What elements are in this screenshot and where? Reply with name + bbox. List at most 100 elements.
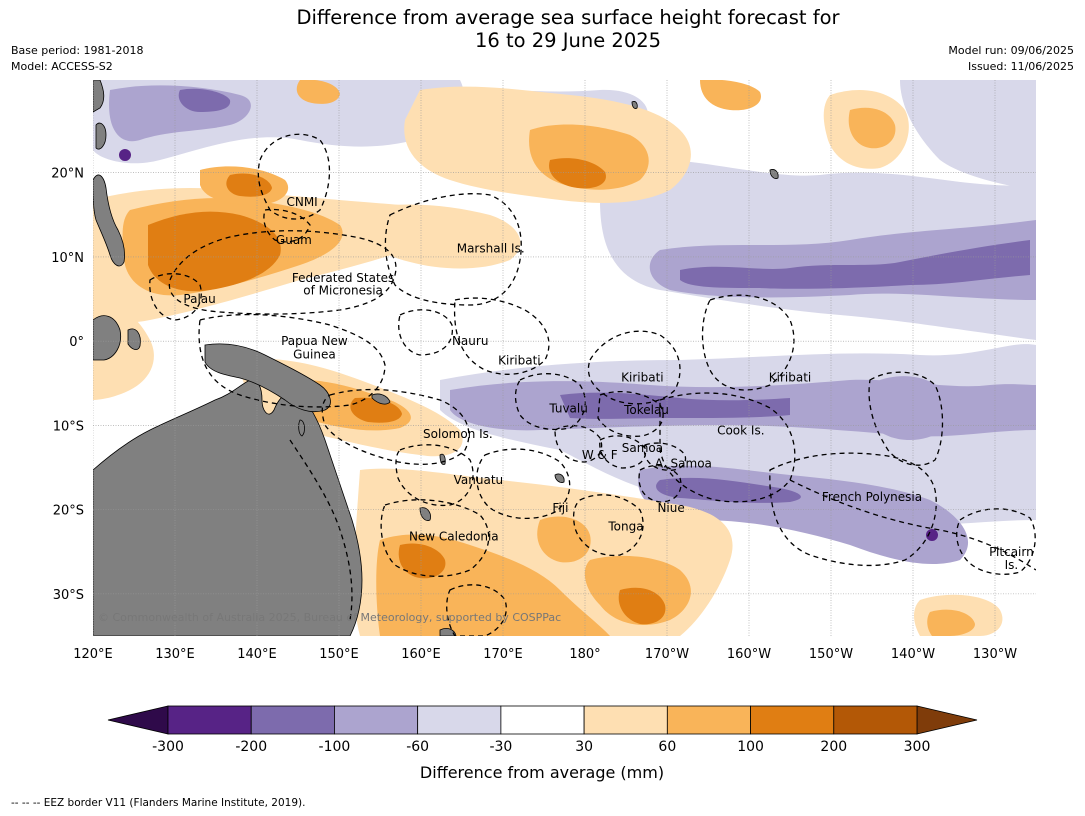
neg-blob-far-east — [864, 376, 953, 440]
colorbar-segment — [750, 705, 835, 735]
place-label: Kiribati — [769, 370, 811, 384]
eez-niue — [638, 464, 682, 503]
longitude-tick-label: 130°W — [973, 647, 1017, 662]
place-label: CNMI — [286, 195, 317, 209]
issued-date: Issued: 11/06/2025 — [967, 60, 1074, 73]
neg-band-far-east-upper — [900, 80, 1036, 190]
longitude-tick-label: 160°W — [727, 647, 771, 662]
place-label: Pitcairn — [989, 545, 1034, 559]
longitude-tick-label: 170°W — [645, 647, 689, 662]
colorbar-over-arrow — [916, 705, 978, 735]
colorbar: -300 -200 -100 -60 -30 30 60 100 200 300 — [107, 705, 978, 755]
eez-pitcairn — [956, 508, 1036, 575]
place-label: New Caledonia — [409, 530, 499, 544]
colorbar-segment — [250, 705, 335, 735]
longitude-tick-label: 140°E — [237, 647, 277, 662]
place-label: Tuvalu — [548, 402, 588, 416]
pos-blob-north-top-2 — [296, 80, 340, 104]
colorbar-tick-label: 100 — [737, 739, 764, 755]
new-caledonia-land — [419, 507, 431, 521]
colorbar-segment — [417, 705, 502, 735]
longitude-tick-label: 160°E — [401, 647, 441, 662]
eez-kiribati-east — [701, 294, 795, 391]
place-label: W & F — [582, 448, 618, 462]
neg-band-equatorial-dark — [560, 392, 790, 419]
negative-anomaly-field — [93, 80, 1036, 565]
neg-band-south-dark — [656, 477, 801, 503]
place-label: Tokelau — [623, 403, 669, 417]
pos-band-png-dark — [350, 397, 402, 423]
title-line-2: 16 to 29 June 2025 — [474, 29, 662, 52]
longitude-tick-label: 120°E — [73, 647, 113, 662]
place-label: Is. — [1005, 558, 1019, 572]
eez-nauru — [398, 309, 453, 356]
longitude-tick-label: 180° — [569, 647, 600, 662]
colorbar-under-arrow — [107, 705, 169, 735]
pos-blob-east-top-mid — [848, 107, 896, 149]
place-label: of Micronesia — [303, 284, 383, 298]
latitude-tick-label: 10°S — [53, 419, 84, 434]
colorbar-tick-label: -300 — [152, 739, 184, 755]
place-label: Tonga — [607, 519, 643, 533]
colorbar-segment — [583, 705, 668, 735]
eez-new-caledonia — [380, 499, 490, 577]
png-land — [204, 343, 331, 413]
place-label: Guam — [276, 233, 312, 247]
pos-blob-cnmi-dark — [226, 173, 272, 197]
neg-band-north-east-dark — [680, 240, 1030, 289]
place-label: Guinea — [293, 348, 336, 362]
place-label: Kiribati — [621, 370, 663, 384]
latitude-tick-label: 10°N — [51, 251, 84, 266]
model-run: Model run: 09/06/2025 — [948, 44, 1074, 57]
colorbar-label: Difference from average (mm) — [420, 763, 664, 782]
eez-french-polynesia-east — [868, 371, 944, 466]
pos-band-south-west-dark — [398, 543, 446, 579]
place-label: Niue — [657, 501, 684, 515]
place-label: Samoa — [622, 441, 663, 455]
place-label: Papua New — [281, 334, 348, 348]
place-label: Fiji — [552, 501, 568, 515]
neg-deep-spot — [119, 149, 131, 161]
eez-tonga — [573, 494, 644, 557]
solomon-land — [371, 393, 391, 405]
longitude-tick-labels: 120°E 130°E 140°E 150°E 160°E 170°E 180° 170°W 1… — [73, 647, 1017, 662]
eez-samoa — [599, 435, 647, 469]
place-label: Nauru — [452, 334, 488, 348]
base-period: Base period: 1981-2018 — [11, 44, 144, 57]
eez-line-east — [789, 479, 1036, 571]
taiwan-land — [95, 122, 107, 150]
colorbar-segment — [167, 705, 252, 735]
eez-cnmi — [257, 133, 331, 220]
eez-guam — [263, 208, 311, 243]
australia-land — [93, 379, 363, 636]
colorbar-tick-label: -200 — [235, 739, 267, 755]
colorbar-tick-label: 30 — [575, 739, 593, 755]
land-masses — [93, 80, 779, 636]
colorbar-tick-label: -60 — [406, 739, 429, 755]
latitude-tick-label: 30°S — [53, 588, 84, 603]
eez-vanuatu — [395, 444, 474, 507]
tasmania-land — [298, 419, 305, 437]
place-label: Kiribati — [498, 354, 540, 368]
model-info: Base period: 1981-2018 Model: ACCESS-S2 — [11, 43, 143, 75]
longitude-tick-label: 130°E — [155, 647, 195, 662]
neg-deep-spot-2 — [926, 529, 938, 541]
longitude-tick-label: 170°E — [483, 647, 523, 662]
eez-kiribati-west — [453, 297, 550, 375]
latitude-tick-label: 20°S — [53, 504, 84, 519]
fiji-land — [554, 473, 565, 483]
positive-anomaly-field — [93, 80, 1003, 636]
pos-blob-far-south-east-mid — [927, 609, 975, 636]
pos-band-western-dark — [148, 211, 281, 292]
china-coast-land — [93, 80, 105, 113]
place-label: Cook Is. — [717, 423, 764, 437]
latitude-tick-label: 20°N — [51, 167, 84, 182]
copyright-notice: © Commonwealth of Australia 2025, Bureau… — [98, 611, 561, 624]
colorbar-segment — [334, 705, 419, 735]
chart-title: Difference from average sea surface heig… — [0, 6, 1085, 52]
pos-band-north-central-dark — [549, 158, 606, 189]
eez-tokelau — [597, 390, 664, 437]
philippines-land — [93, 174, 125, 267]
neg-blob-north-west-dark — [178, 88, 231, 112]
